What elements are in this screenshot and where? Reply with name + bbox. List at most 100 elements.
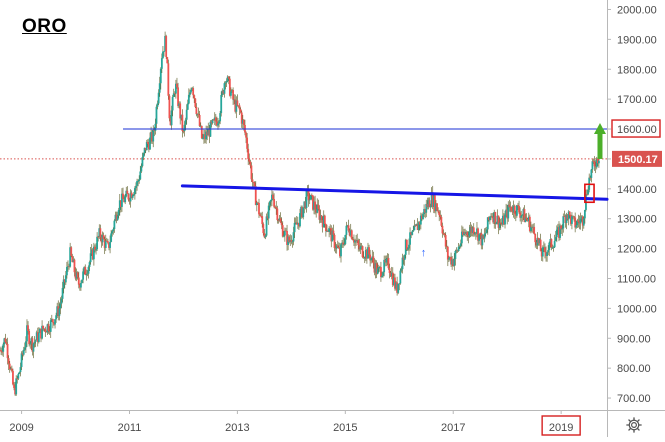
price-candle — [43, 328, 46, 330]
price-candle — [21, 353, 24, 355]
price-candle — [260, 215, 263, 217]
price-candle — [68, 266, 70, 267]
price-candle — [414, 225, 417, 227]
price-candle — [561, 228, 564, 230]
price-candle — [318, 209, 321, 220]
price-candle — [199, 125, 202, 127]
price-candle — [435, 203, 437, 212]
price-candle — [5, 342, 8, 344]
price-candle — [279, 218, 282, 223]
price-candle — [303, 201, 306, 208]
price-candle — [312, 195, 314, 210]
price-candle — [156, 103, 159, 107]
price-candle — [396, 282, 399, 293]
price-candle — [525, 217, 528, 220]
price-candle — [131, 195, 134, 198]
x-axis: 2009 2011 2013 2015 2017 2019 — [9, 410, 581, 436]
price-candle — [292, 232, 295, 242]
price-candle — [55, 315, 58, 320]
price-candle — [567, 211, 570, 220]
price-candle — [183, 124, 186, 132]
price-candle — [535, 242, 538, 246]
price-candle — [252, 182, 255, 183]
price-candle — [192, 88, 195, 96]
price-candle — [207, 129, 210, 136]
price-candle — [503, 215, 505, 225]
price-candle — [155, 106, 158, 124]
price-candle — [8, 363, 11, 370]
price-candle — [112, 229, 115, 232]
price-candle — [61, 287, 64, 299]
price-candle — [568, 211, 571, 216]
price-candle — [574, 217, 577, 228]
price-candle — [182, 131, 185, 132]
price-candle — [128, 199, 131, 202]
price-candle — [189, 92, 191, 95]
price-candle — [214, 117, 217, 122]
price-candle — [105, 240, 108, 242]
price-candle — [12, 370, 14, 385]
x-tick-label: 2009 — [9, 422, 33, 434]
price-candle — [490, 216, 492, 217]
price-candle — [506, 209, 509, 219]
price-candle — [177, 87, 179, 106]
price-candle — [427, 200, 430, 208]
price-candle — [324, 224, 327, 232]
price-candle — [310, 194, 313, 196]
price-candle — [196, 113, 199, 115]
price-candle — [376, 268, 379, 274]
price-candle — [593, 161, 596, 167]
price-candle — [90, 249, 93, 254]
price-candle — [520, 215, 523, 218]
price-candle — [204, 134, 206, 140]
price-candle — [53, 322, 55, 325]
price-candle — [552, 247, 555, 249]
trendline — [180, 184, 609, 201]
price-candle — [99, 228, 102, 238]
price-candle — [559, 225, 561, 238]
price-candle — [162, 51, 164, 59]
price-candle — [388, 268, 391, 273]
price-candle — [87, 266, 90, 274]
price-candle — [468, 231, 471, 237]
price-candle — [111, 231, 114, 234]
price-candle — [337, 247, 340, 249]
price-candle — [533, 226, 536, 234]
price-candle — [438, 211, 441, 216]
price-candle — [274, 206, 277, 208]
price-candle — [218, 121, 220, 124]
price-candle — [445, 246, 448, 248]
price-candle — [476, 228, 478, 234]
price-candle — [519, 212, 522, 218]
price-candle — [514, 213, 517, 216]
x-tick-label: 2017 — [441, 422, 465, 434]
price-candle — [135, 185, 137, 189]
price-candle — [86, 273, 89, 275]
price-candle — [261, 216, 264, 225]
price-candle — [590, 169, 593, 178]
price-candle — [129, 192, 132, 202]
price-candle — [153, 129, 156, 131]
price-candle — [480, 232, 483, 246]
price-candle — [453, 259, 456, 266]
price-candle — [307, 188, 310, 201]
price-candle — [191, 88, 193, 91]
price-candle — [193, 95, 196, 99]
price-candle — [102, 234, 105, 239]
price-candle — [335, 245, 338, 249]
price-candle — [149, 137, 151, 150]
price-candle — [373, 263, 376, 273]
price-candle — [375, 263, 378, 274]
price-candle — [74, 272, 77, 279]
price-candle — [362, 257, 365, 258]
price-candle — [360, 246, 363, 247]
price-candle — [426, 203, 429, 208]
price-candle — [75, 272, 78, 279]
settings-button[interactable] — [623, 414, 645, 436]
price-candle — [80, 282, 82, 288]
price-candle — [401, 257, 404, 270]
price-candle — [50, 319, 53, 321]
price-candle — [42, 325, 45, 330]
price-candle — [482, 235, 485, 239]
price-candle — [24, 341, 27, 348]
